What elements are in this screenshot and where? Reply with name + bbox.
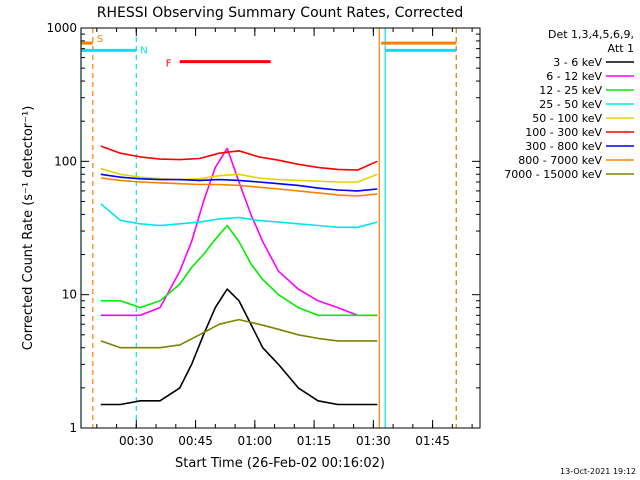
legend-header-0: Det 1,3,4,5,6,9, <box>548 28 634 41</box>
legend-label-7: 800 - 7000 keV <box>518 154 602 167</box>
legend-label-1: 6 - 12 keV <box>546 70 602 83</box>
series-line-8 <box>100 318 378 349</box>
y-tick-label-1: 10 <box>62 288 77 302</box>
x-tick-label-5: 01:45 <box>415 434 450 448</box>
series-line-5 <box>100 145 378 171</box>
x-tick-label-0: 00:30 <box>119 434 154 448</box>
legend-label-8: 7000 - 15000 keV <box>504 168 602 181</box>
flag-label-s: S <box>97 34 103 45</box>
chart-title: RHESSI Observing Summary Count Rates, Co… <box>97 5 463 21</box>
legend-label-2: 12 - 25 keV <box>539 84 602 97</box>
y-tick-label-3: 1000 <box>46 21 77 35</box>
y-tick-label-0: 1 <box>69 421 77 435</box>
y-axis-label: Corrected Count Rate (s⁻¹ detector⁻¹) <box>21 106 36 351</box>
legend-label-3: 25 - 50 keV <box>539 98 602 111</box>
x-tick-label-3: 01:15 <box>297 434 332 448</box>
legend-label-6: 300 - 800 keV <box>525 140 602 153</box>
series-line-1 <box>100 147 378 317</box>
legend-header-1: Att 1 <box>608 42 634 55</box>
series-line-7 <box>100 177 378 197</box>
x-tick-label-2: 01:00 <box>238 434 273 448</box>
series-line-0 <box>100 288 378 406</box>
series-line-2 <box>100 224 378 317</box>
timestamp: 13-Oct-2021 19:12 <box>560 467 636 476</box>
legend-label-4: 50 - 100 keV <box>532 112 602 125</box>
x-axis-label: Start Time (26-Feb-02 00:16:02) <box>175 456 385 471</box>
series-line-6 <box>100 173 378 192</box>
legend-label-5: 100 - 300 keV <box>525 126 602 139</box>
plot-frame <box>80 27 481 429</box>
series-line-3 <box>100 203 378 229</box>
x-tick-label-4: 01:30 <box>356 434 391 448</box>
flag-label-f: F <box>166 59 172 70</box>
y-tick-label-2: 100 <box>54 154 77 168</box>
x-tick-label-1: 00:45 <box>178 434 213 448</box>
flag-label-n: N <box>140 45 147 56</box>
legend-label-0: 3 - 6 keV <box>553 56 602 69</box>
series-line-4 <box>100 167 378 183</box>
